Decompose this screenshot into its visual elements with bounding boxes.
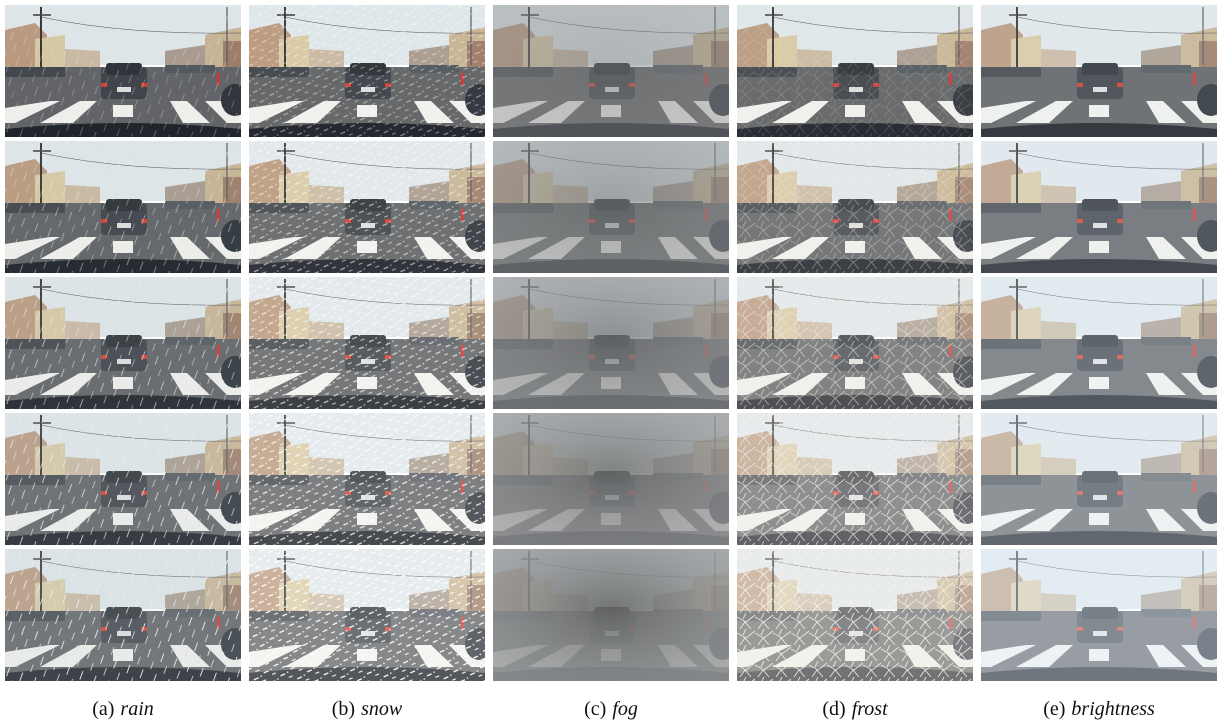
caption-name: frost (852, 698, 888, 720)
image-cell (493, 5, 729, 137)
snow-flakes (249, 141, 485, 273)
brightness-layer (981, 413, 1217, 545)
rain-streaks (5, 549, 241, 681)
image-cell (249, 413, 485, 545)
rain-streaks (5, 277, 241, 409)
image-cell (5, 413, 241, 545)
frost-crystals (737, 5, 973, 137)
image-cell (249, 5, 485, 137)
caption-label: (b) (332, 698, 355, 720)
image-cell (981, 5, 1217, 137)
fog-cloud (493, 549, 729, 681)
frost-crystals (737, 549, 973, 681)
brightness-layer (981, 549, 1217, 681)
snow-flakes (249, 5, 485, 137)
image-cell (5, 549, 241, 681)
image-cell (737, 141, 973, 273)
frost-crystals (737, 413, 973, 545)
image-cell (493, 549, 729, 681)
caption-name: snow (361, 698, 403, 720)
frost-crystals (737, 141, 973, 273)
rain-streaks (5, 413, 241, 545)
caption: (d) frost (822, 698, 888, 720)
image-cell (737, 549, 973, 681)
image-cell (981, 277, 1217, 409)
image-cell (5, 277, 241, 409)
image-cell (981, 141, 1217, 273)
rain-streaks (5, 141, 241, 273)
brightness-layer (981, 277, 1217, 409)
caption-label: (d) (822, 698, 845, 720)
caption-name: fog (612, 698, 638, 720)
image-cell (493, 141, 729, 273)
fog-cloud (493, 5, 729, 137)
caption: (a) rain (92, 698, 154, 720)
image-cell (493, 413, 729, 545)
image-cell (981, 549, 1217, 681)
caption: (b) snow (332, 698, 403, 720)
image-cell (5, 5, 241, 137)
image-cell (981, 413, 1217, 545)
image-cell (249, 549, 485, 681)
caption-label: (c) (584, 698, 606, 720)
rain-streaks (5, 5, 241, 137)
fog-cloud (493, 141, 729, 273)
caption: (e) brightness (1043, 698, 1155, 720)
image-cell (249, 141, 485, 273)
caption: (c) fog (584, 698, 638, 720)
caption-name: rain (120, 698, 153, 720)
image-cell (737, 5, 973, 137)
snow-flakes (249, 549, 485, 681)
image-cell (493, 277, 729, 409)
fog-cloud (493, 413, 729, 545)
caption-label: (e) (1043, 698, 1065, 720)
caption-name: brightness (1071, 698, 1155, 720)
image-cell (737, 277, 973, 409)
brightness-layer (981, 141, 1217, 273)
fog-cloud (493, 277, 729, 409)
snow-flakes (249, 277, 485, 409)
image-cell (5, 141, 241, 273)
snow-flakes (249, 413, 485, 545)
brightness-layer (981, 5, 1217, 137)
frost-crystals (737, 277, 973, 409)
image-cell (249, 277, 485, 409)
caption-label: (a) (92, 698, 114, 720)
image-cell (737, 413, 973, 545)
